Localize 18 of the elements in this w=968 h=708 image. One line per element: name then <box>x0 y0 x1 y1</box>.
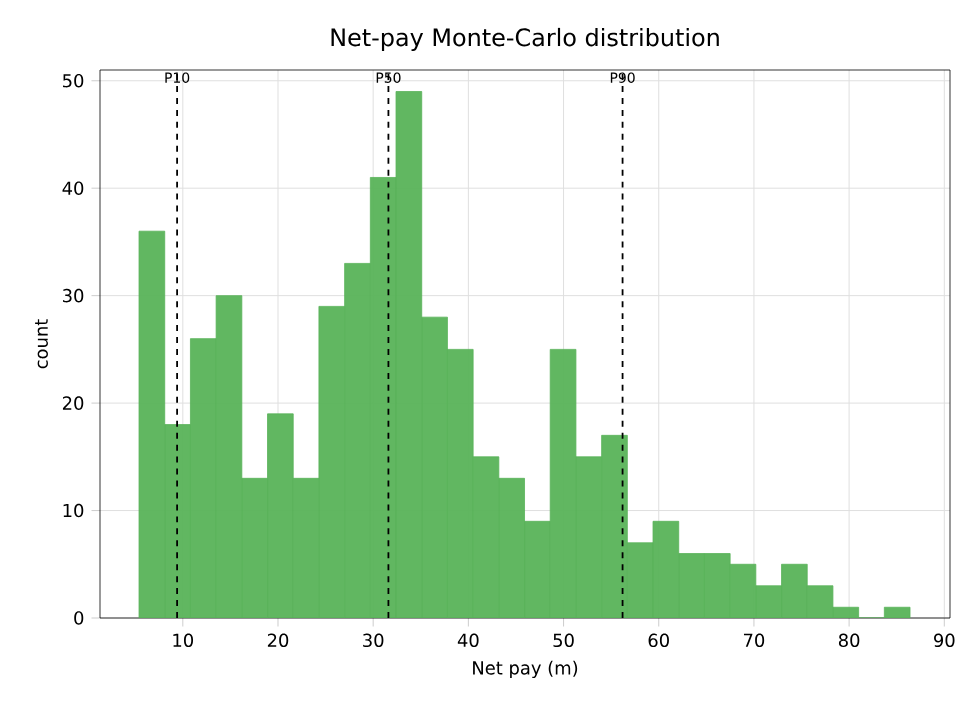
x-tick-label: 50 <box>553 633 574 648</box>
y-tick-label: 0 <box>74 611 84 625</box>
chart-title: Net-pay Monte-Carlo distribution <box>331 27 719 51</box>
x-tick-label: 60 <box>648 633 669 648</box>
y-axis-title: count <box>35 319 48 369</box>
x-tick-label: 30 <box>363 633 384 648</box>
x-tick-label: 70 <box>743 633 765 648</box>
x-tick-label: 80 <box>838 633 860 648</box>
y-tick-label: 50 <box>63 73 84 88</box>
y-tick-label: 20 <box>62 396 84 410</box>
x-axis-title: Net pay (m) <box>473 660 578 679</box>
y-tick-label: 10 <box>63 503 84 518</box>
x-tick-label: 10 <box>173 633 194 648</box>
x-tick-label: 20 <box>267 633 289 648</box>
y-tick-label: 30 <box>63 288 84 303</box>
x-tick-label: 40 <box>457 633 479 648</box>
y-tick-label: 40 <box>62 181 84 195</box>
x-tick-label: 90 <box>934 633 955 648</box>
